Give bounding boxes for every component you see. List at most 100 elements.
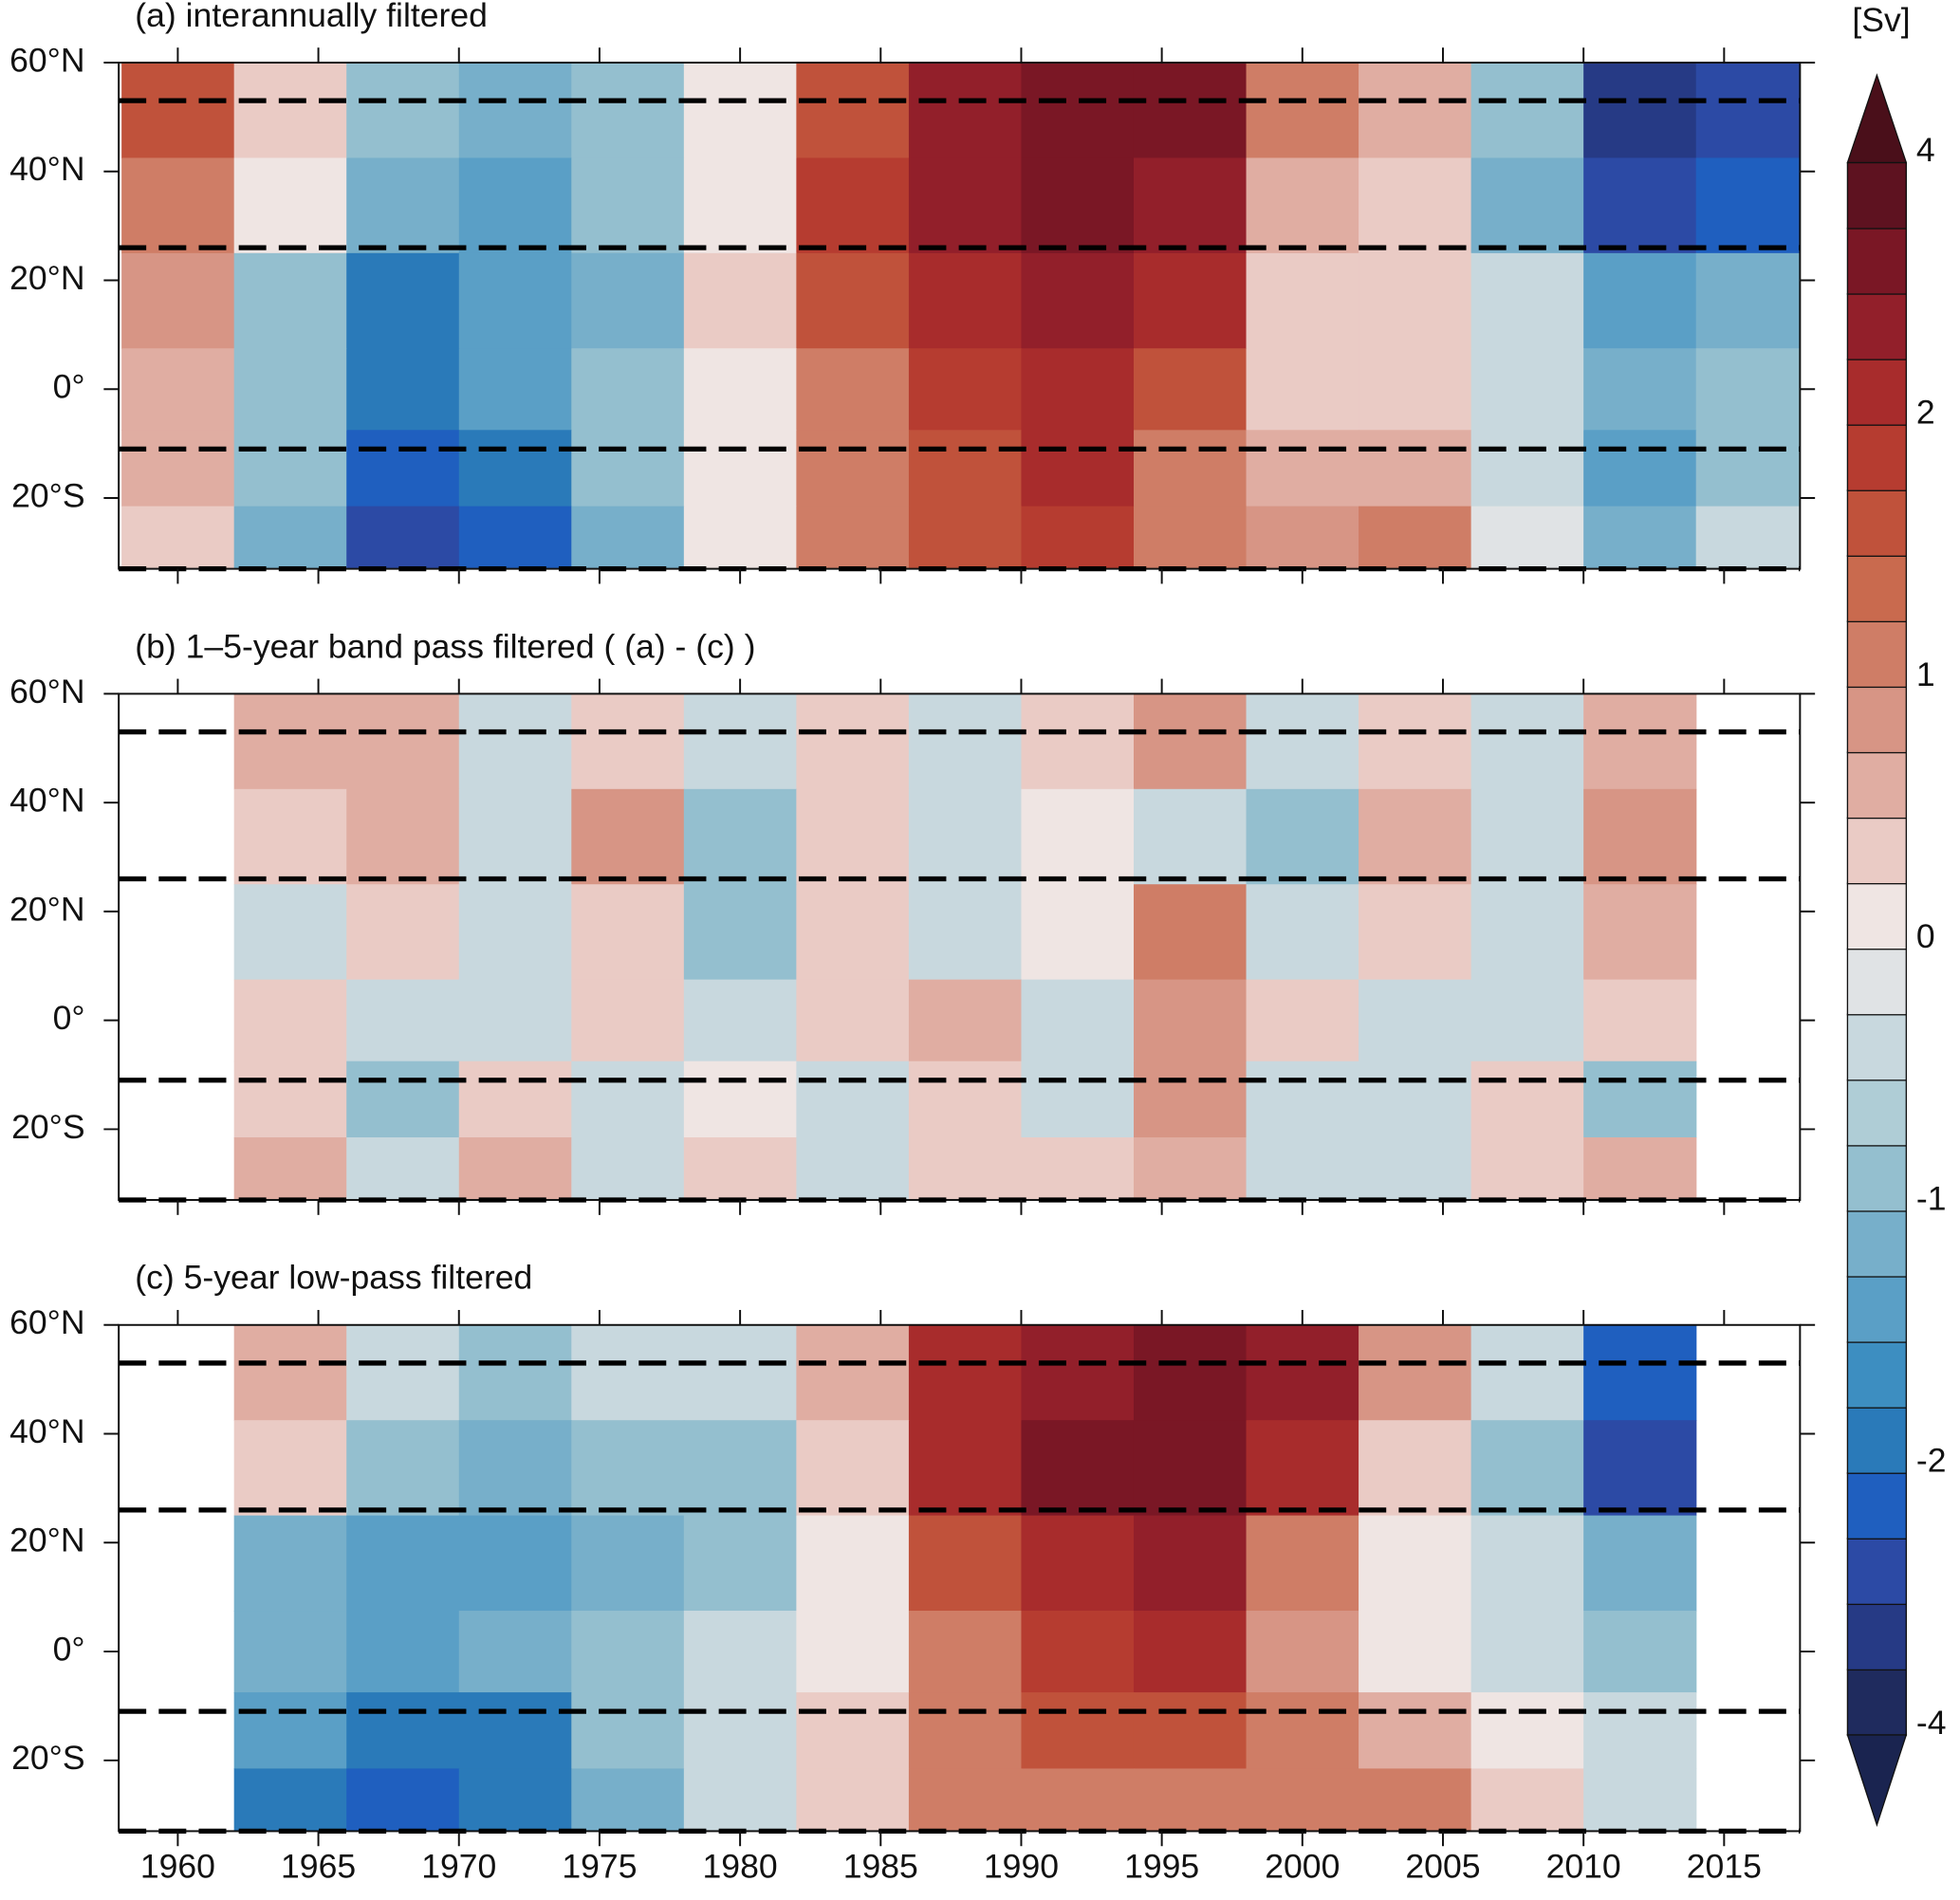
colorbar-tick-label: 2 (1916, 394, 1935, 432)
heat-cell (233, 693, 347, 790)
heat-cell (1470, 1611, 1584, 1693)
heat-cell (1359, 788, 1472, 885)
heat-cell (1470, 788, 1584, 885)
heat-cell (571, 1692, 685, 1770)
colorbar-box (1846, 882, 1908, 950)
colorbar-box (1846, 1669, 1908, 1737)
colorbar-box (1846, 227, 1908, 295)
heat-cell (796, 348, 910, 431)
heat-cell (683, 1515, 798, 1612)
heat-cell (1470, 1420, 1584, 1517)
colorbar-over (1846, 73, 1908, 164)
heat-cell (1246, 1420, 1359, 1517)
heat-cell (458, 1324, 572, 1421)
heat-cell (458, 1692, 572, 1770)
heat-cell (1359, 1137, 1472, 1201)
heat-cell (233, 1420, 347, 1517)
heat-cell (1021, 788, 1135, 885)
heat-cell (233, 1515, 347, 1612)
heat-cell (233, 157, 347, 254)
heat-cell (571, 1137, 685, 1201)
y-tick-label: 20°N (9, 1522, 84, 1559)
heat-cell (1133, 1324, 1248, 1421)
heat-cell (796, 1137, 910, 1201)
panel-title: (b) 1–5-year band pass filtered ( (a) - … (135, 627, 755, 665)
heat-cell (458, 252, 572, 349)
heat-cell (233, 1768, 347, 1833)
x-tick-label: 2000 (1265, 1847, 1340, 1885)
heat-cell (121, 506, 235, 570)
heat-cell (1583, 348, 1697, 431)
heat-cell (1133, 157, 1248, 254)
heat-cell (683, 1061, 798, 1138)
heat-cell (1133, 252, 1248, 349)
y-tick-label: 40°N (9, 150, 84, 188)
x-tick-label: 1995 (1124, 1847, 1199, 1885)
colorbar-box (1846, 1079, 1908, 1147)
heat-cell (1695, 506, 1802, 570)
x-tick-label: 1960 (140, 1847, 215, 1885)
heat-cell (1695, 252, 1802, 349)
heat-cell (1583, 1692, 1697, 1770)
colorbar-box (1846, 1603, 1908, 1671)
heat-cell (1021, 884, 1135, 981)
heat-cell (683, 348, 798, 431)
heat-cell (1246, 63, 1359, 159)
heat-cell (571, 1324, 685, 1421)
heat-cell (908, 884, 1023, 981)
heat-cell (458, 348, 572, 431)
colorbar-box (1846, 161, 1908, 230)
heat-cell (1133, 506, 1248, 570)
x-tick-label: 1965 (281, 1847, 356, 1885)
heat-cell (1583, 252, 1697, 349)
heat-cell (233, 430, 347, 507)
heat-cell (683, 1692, 798, 1770)
heat-cell (796, 1611, 910, 1693)
heat-cell (1246, 788, 1359, 885)
heat-cell (1359, 63, 1472, 159)
heat-cell (233, 348, 347, 431)
heat-cell (1133, 430, 1248, 507)
heat-cell (1133, 1768, 1248, 1833)
heat-cell (683, 1324, 798, 1421)
heat-cell (1246, 1137, 1359, 1201)
heat-cell (1133, 979, 1248, 1062)
colorbar-box (1846, 1209, 1908, 1278)
heat-cell (1470, 1061, 1584, 1138)
heat-cell (1246, 506, 1359, 570)
heat-cell (908, 1515, 1023, 1612)
heat-cell (346, 693, 460, 790)
heat-cell (1359, 979, 1472, 1062)
y-tick-label: 20°S (11, 1108, 85, 1146)
heat-cell (796, 157, 910, 254)
heat-cell (1133, 693, 1248, 790)
heat-cell (346, 1061, 460, 1138)
heat-cell (1021, 506, 1135, 570)
heat-cell (1695, 348, 1802, 431)
heat-cell (1695, 63, 1802, 159)
heat-cell (1470, 63, 1584, 159)
heat-cell (796, 979, 910, 1062)
heat-cell (1246, 884, 1359, 981)
heat-cell (233, 1692, 347, 1770)
colorbar-box (1846, 686, 1908, 754)
heat-cell (1583, 1611, 1697, 1693)
y-tick-label: 60°N (9, 673, 84, 710)
panel: (b) 1–5-year band pass filtered ( (a) - … (9, 627, 1816, 1215)
y-tick-label: 0° (53, 368, 85, 406)
heat-cell (1133, 1420, 1248, 1517)
heat-cell (458, 506, 572, 570)
heat-cell (458, 157, 572, 254)
heat-cell (1133, 1515, 1248, 1612)
heat-cell (908, 1061, 1023, 1138)
colorbar-tick-label: -1 (1916, 1179, 1947, 1217)
heat-cell (571, 1061, 685, 1138)
x-tick-label: 2005 (1405, 1847, 1480, 1885)
heat-cell (908, 63, 1023, 159)
heat-cell (1583, 157, 1697, 254)
heat-cell (458, 1611, 572, 1693)
y-tick-label: 60°N (9, 1303, 84, 1341)
heat-cell (1021, 1137, 1135, 1201)
